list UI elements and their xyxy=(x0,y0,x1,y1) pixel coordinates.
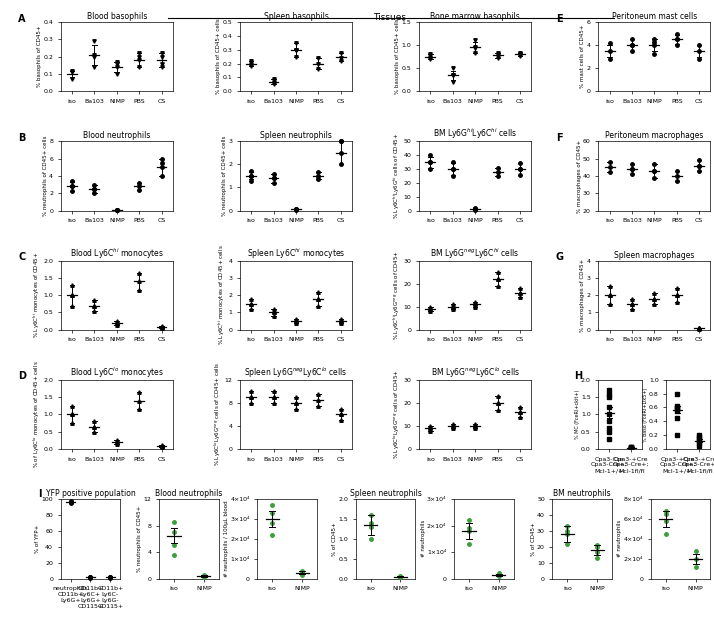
Title: BM Ly6G$^{neg}$Ly6C$^{hi}$ cells: BM Ly6G$^{neg}$Ly6C$^{hi}$ cells xyxy=(431,246,520,260)
Text: A: A xyxy=(18,14,26,24)
Text: G: G xyxy=(555,252,564,262)
Y-axis label: # neutrophils / 100μL blood: # neutrophils / 100μL blood xyxy=(224,501,229,577)
Y-axis label: % neutrophils of CD45+: % neutrophils of CD45+ xyxy=(137,506,142,572)
Y-axis label: % of YFP+: % of YFP+ xyxy=(35,525,40,553)
Title: BM Ly6G$^{neg}$Ly6C$^{lo}$ cells: BM Ly6G$^{neg}$Ly6C$^{lo}$ cells xyxy=(431,365,520,380)
Text: F: F xyxy=(555,133,563,143)
Y-axis label: % Ly6C$^{lo}$Ly6G$^{neg}$ cells of CD45+ cells: % Ly6C$^{lo}$Ly6G$^{neg}$ cells of CD45+… xyxy=(213,362,223,467)
Y-axis label: % mast cells of CD45+: % mast cells of CD45+ xyxy=(580,25,585,89)
Title: YFP positive population: YFP positive population xyxy=(46,489,136,498)
Y-axis label: # neutrophils: # neutrophils xyxy=(618,520,623,557)
Y-axis label: % basophils of CD45+ cells: % basophils of CD45+ cells xyxy=(216,19,221,94)
Y-axis label: % macrophages of CD45+: % macrophages of CD45+ xyxy=(576,139,581,213)
Text: E: E xyxy=(555,14,563,24)
Y-axis label: % macrophages of CD45+: % macrophages of CD45+ xyxy=(580,259,585,331)
Title: Blood Ly6C$^{lo}$ monocytes: Blood Ly6C$^{lo}$ monocytes xyxy=(70,365,164,380)
Title: Spleen neutrophils: Spleen neutrophils xyxy=(350,489,421,498)
Title: Blood neutrophils: Blood neutrophils xyxy=(83,131,151,140)
Y-axis label: % Ly6C$^{hi}$ monocytes of CD45+ cells: % Ly6C$^{hi}$ monocytes of CD45+ cells xyxy=(216,245,227,345)
Y-axis label: % basophils of CD45+: % basophils of CD45+ xyxy=(37,26,42,87)
Text: B: B xyxy=(18,133,26,143)
Y-axis label: % of Ly6C$^{lo}$ monocytes of CD45+ cells: % of Ly6C$^{lo}$ monocytes of CD45+ cell… xyxy=(31,360,42,468)
Title: Peritoneum macrophages: Peritoneum macrophages xyxy=(605,131,703,140)
Title: Blood basophils: Blood basophils xyxy=(86,12,147,21)
Title: Blood Ly6C$^{hi}$ monocytes: Blood Ly6C$^{hi}$ monocytes xyxy=(70,246,164,260)
Title: BM neutrophils: BM neutrophils xyxy=(553,489,611,498)
Title: Spleen macrophages: Spleen macrophages xyxy=(614,251,695,260)
Text: Tissues: Tissues xyxy=(373,13,406,21)
Title: Spleen Ly6G$^{neg}$Ly6C$^{lo}$ cells: Spleen Ly6G$^{neg}$Ly6C$^{lo}$ cells xyxy=(244,365,348,380)
Y-axis label: % of CD45+: % of CD45+ xyxy=(531,522,536,555)
Y-axis label: % neutrophils of CD45+ cells: % neutrophils of CD45+ cells xyxy=(43,136,48,216)
Y-axis label: % Ly6C$^{hi}$Ly6G$^{hi}$ cells of CD45+: % Ly6C$^{hi}$Ly6G$^{hi}$ cells of CD45+ xyxy=(392,133,402,219)
Y-axis label: % MC (FceRI+ckit+): % MC (FceRI+ckit+) xyxy=(575,390,580,439)
Y-axis label: % Ly6C$^{hi}$ monocytes of CD45+: % Ly6C$^{hi}$ monocytes of CD45+ xyxy=(31,252,42,338)
Text: D: D xyxy=(18,372,26,381)
Title: BM Ly6G$^{hi}$Ly6C$^{hi}$ cells: BM Ly6G$^{hi}$Ly6C$^{hi}$ cells xyxy=(433,127,518,142)
Text: H: H xyxy=(574,372,583,381)
Title: Spleen neutrophils: Spleen neutrophils xyxy=(260,131,332,140)
Title: Blood neutrophils: Blood neutrophils xyxy=(155,489,223,498)
Text: C: C xyxy=(18,252,26,262)
Y-axis label: % of CD45+: % of CD45+ xyxy=(332,522,337,555)
Title: Bone marrow basophils: Bone marrow basophils xyxy=(431,12,520,21)
Text: I: I xyxy=(38,489,41,499)
Title: Peritoneum mast cells: Peritoneum mast cells xyxy=(612,12,697,21)
Y-axis label: % Ly6C$^{lo}$Ly6G$^{neg}$ cells of CD45+: % Ly6C$^{lo}$Ly6G$^{neg}$ cells of CD45+ xyxy=(392,369,402,459)
Y-axis label: % Ly6C$^{hi}$Ly6G$^{neg}$ cells of CD45+: % Ly6C$^{hi}$Ly6G$^{neg}$ cells of CD45+ xyxy=(392,250,402,340)
Title: Spleen Ly6C$^{hi}$ monocytes: Spleen Ly6C$^{hi}$ monocytes xyxy=(246,246,346,260)
Y-axis label: % baso (FceRI+Dx5+): % baso (FceRI+Dx5+) xyxy=(643,387,648,442)
Title: Spleen basophils: Spleen basophils xyxy=(263,12,328,21)
Y-axis label: # neutrophils: # neutrophils xyxy=(421,520,426,557)
Y-axis label: % neutrophils of CD45+ cells: % neutrophils of CD45+ cells xyxy=(222,136,227,216)
Y-axis label: % basophils of CD45+ cells: % basophils of CD45+ cells xyxy=(396,19,401,94)
